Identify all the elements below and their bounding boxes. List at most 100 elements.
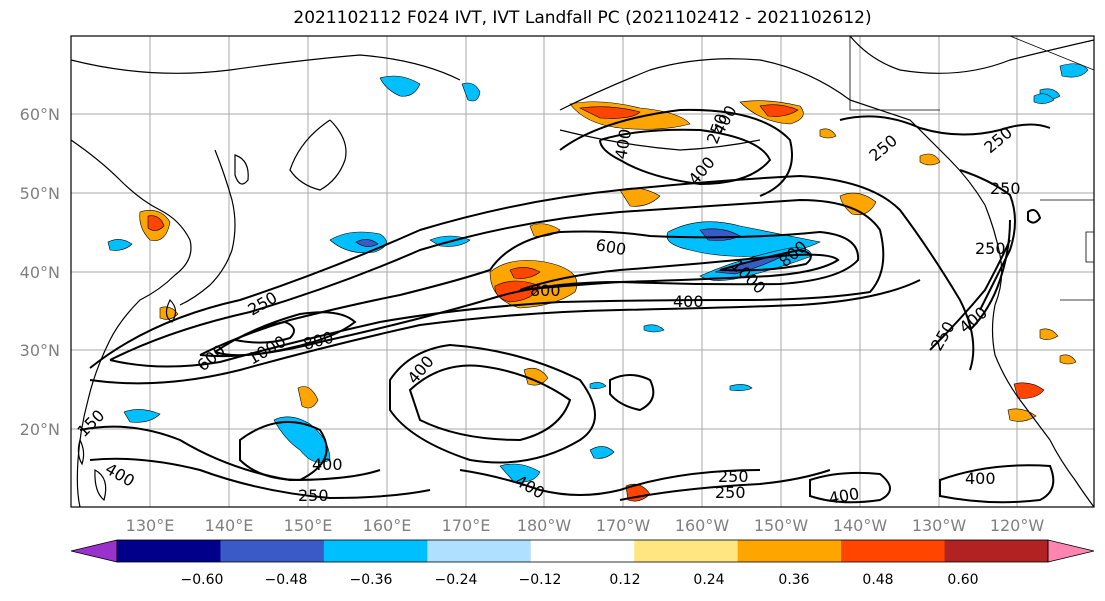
contour-label: 400	[673, 292, 704, 311]
colorbar-tick-label: −0.24	[435, 572, 478, 588]
contour-250-south	[89, 279, 921, 385]
coast-philippines	[94, 469, 107, 502]
blue-patch	[273, 416, 331, 463]
colorbar-extend-high	[1047, 539, 1095, 563]
orange-patch	[759, 104, 799, 117]
contour-250-coast-b	[929, 239, 1011, 351]
coast-pnw	[991, 304, 1051, 441]
contour-south-2	[619, 469, 831, 501]
ivt-contours	[79, 108, 1055, 504]
contour-800-central	[519, 253, 840, 291]
political-borders	[849, 36, 1094, 301]
colorbar-segment	[220, 540, 325, 562]
contour-400-main	[109, 198, 885, 368]
orange-patch	[147, 215, 165, 231]
contour-label: 250	[990, 179, 1021, 198]
blue-patch	[1033, 93, 1055, 104]
coast-taiwan	[77, 438, 85, 466]
orange-patch	[509, 267, 541, 279]
colorbar-segment	[634, 540, 739, 562]
orange-patch	[297, 386, 319, 409]
colorbar-segment	[427, 540, 532, 562]
blue-patch	[589, 446, 615, 459]
colorbar-tick-label: 0.24	[693, 572, 724, 588]
orange-patch	[1039, 328, 1059, 340]
orange-patch	[1059, 354, 1077, 365]
lat-tick-labels: 60°N 50°N 40°N 30°N 20°N	[20, 105, 60, 439]
contour-far-se	[939, 464, 1055, 504]
blue-patch	[355, 239, 379, 247]
colorbar-segment	[117, 540, 221, 562]
lat-tick-label: 50°N	[20, 184, 60, 203]
contour-label: 250	[975, 239, 1006, 258]
coast-japan-hokkaido	[234, 154, 249, 185]
lon-tick-label: 150°E	[284, 516, 333, 535]
colorbar-tick-label: −0.48	[265, 572, 308, 588]
contour-250-coast-a	[959, 169, 1016, 311]
blue-patch	[123, 409, 161, 423]
lon-tick-labels: 130°E 140°E 150°E 160°E 170°E 180°W 170°…	[126, 516, 1045, 535]
blue-patch	[107, 239, 133, 251]
orange-patch	[819, 128, 837, 139]
lon-tick-label: 170°W	[596, 516, 651, 535]
contour-400-bering	[599, 128, 772, 186]
colorbar-tick-label: −0.12	[519, 572, 562, 588]
colorbar-frame	[116, 539, 1049, 563]
colorbar-tick-label: 0.36	[778, 572, 809, 588]
contour-sw-loop	[239, 421, 328, 482]
coast-north-land	[849, 36, 1094, 74]
contour-label: 250	[298, 486, 329, 505]
contour-1000-east	[719, 248, 812, 272]
contour-label: 250	[718, 467, 749, 486]
colorbar-segment	[944, 540, 1049, 562]
colorbar-segment	[530, 540, 635, 562]
map-title: 2021102112 F024 IVT, IVT Landfall PC (20…	[293, 8, 872, 28]
coast-aleutians	[559, 129, 761, 151]
coast-kyushu	[165, 298, 177, 323]
contour-label: 400	[965, 469, 996, 488]
coast-alaska-west	[559, 58, 851, 111]
contour-600-main	[199, 230, 860, 358]
lon-tick-label: 150°W	[754, 516, 809, 535]
contour-subtrop	[389, 343, 596, 464]
colorbar-segment	[323, 540, 428, 562]
coast-siberia	[71, 54, 461, 81]
contour-label: 800	[530, 281, 561, 300]
contour-label: 400	[827, 484, 860, 508]
lon-tick-label: 120°W	[990, 516, 1045, 535]
colorbar-tick-label: 0.48	[862, 572, 893, 588]
contour-label: 250	[715, 483, 746, 502]
blue-patch	[1059, 63, 1089, 78]
lon-tick-label: 130°E	[126, 516, 175, 535]
colorbar-tick-label: 0.12	[609, 572, 640, 588]
contour-small-loop	[1027, 209, 1042, 224]
contour-hawaii-loop	[609, 374, 655, 412]
lon-tick-label: 140°E	[205, 516, 254, 535]
coast-japan	[179, 149, 236, 306]
contour-sw-1	[79, 425, 381, 482]
colorbar-tick-label: 0.60	[947, 572, 978, 588]
contour-south-1	[459, 469, 761, 496]
coast-baja	[1049, 439, 1094, 507]
blue-patch	[461, 82, 481, 102]
contour-se-loop	[809, 471, 891, 504]
lat-tick-label: 20°N	[20, 420, 60, 439]
lat-tick-label: 40°N	[20, 263, 60, 282]
blue-patch	[499, 463, 541, 483]
lon-tick-label: 170°E	[442, 516, 491, 535]
contour-250-gulf	[839, 115, 1051, 136]
contour-250-main	[89, 174, 975, 371]
lat-tick-label: 60°N	[20, 105, 60, 124]
colorbar-tick-labels: −0.60 −0.48 −0.36 −0.24 −0.12 0.12 0.24 …	[181, 572, 979, 588]
contour-label: 400	[312, 455, 343, 474]
contour-subtrop-inner	[408, 364, 572, 442]
lon-tick-label: 180°W	[517, 516, 572, 535]
colorbar-segment	[737, 540, 842, 562]
blue-patch	[729, 384, 753, 391]
blue-patch	[589, 382, 607, 389]
blue-patch	[643, 324, 665, 333]
colorbar-extend-low	[70, 539, 118, 563]
blue-patch	[379, 75, 421, 97]
lon-tick-label: 130°W	[912, 516, 967, 535]
